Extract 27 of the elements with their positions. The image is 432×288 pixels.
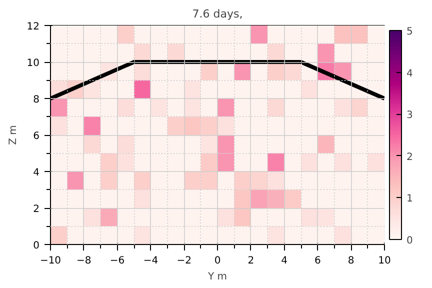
x-tick-label: −8	[76, 256, 92, 266]
color-bar-label: 0	[406, 236, 413, 246]
x-tick-label: 8	[348, 256, 354, 266]
x-tick-label: −6	[110, 256, 125, 266]
x-tick-label: −2	[176, 256, 192, 266]
color-bar-label: 5	[406, 26, 413, 38]
chart-title: 7.6 days,	[192, 8, 243, 20]
color-bar-label: 4	[406, 68, 413, 80]
y-tick-label: 10	[26, 58, 40, 69]
color-bar-label: 3	[406, 110, 413, 122]
x-tick-label: 10	[378, 256, 391, 266]
y-axis-title: Z m	[8, 125, 19, 145]
color-bar-label: 1	[406, 194, 413, 205]
x-tick-label: 2	[248, 256, 254, 266]
x-tick-label: 4	[281, 256, 288, 266]
x-tick-label: 6	[314, 256, 321, 266]
x-tick-label: −10	[40, 256, 62, 266]
x-tick-label: −4	[143, 256, 158, 266]
x-axis-title: Y m	[206, 272, 228, 282]
y-tick-label: 4	[33, 168, 40, 178]
y-tick-label: 6	[33, 131, 40, 142]
y-tick-label: 0	[33, 240, 40, 252]
color-bar-label: 2	[406, 152, 413, 163]
x-tick-label: 0	[214, 256, 221, 266]
y-tick-label: 2	[33, 204, 40, 215]
y-tick-label: 12	[26, 22, 40, 32]
y-tick-label: 8	[33, 94, 40, 106]
